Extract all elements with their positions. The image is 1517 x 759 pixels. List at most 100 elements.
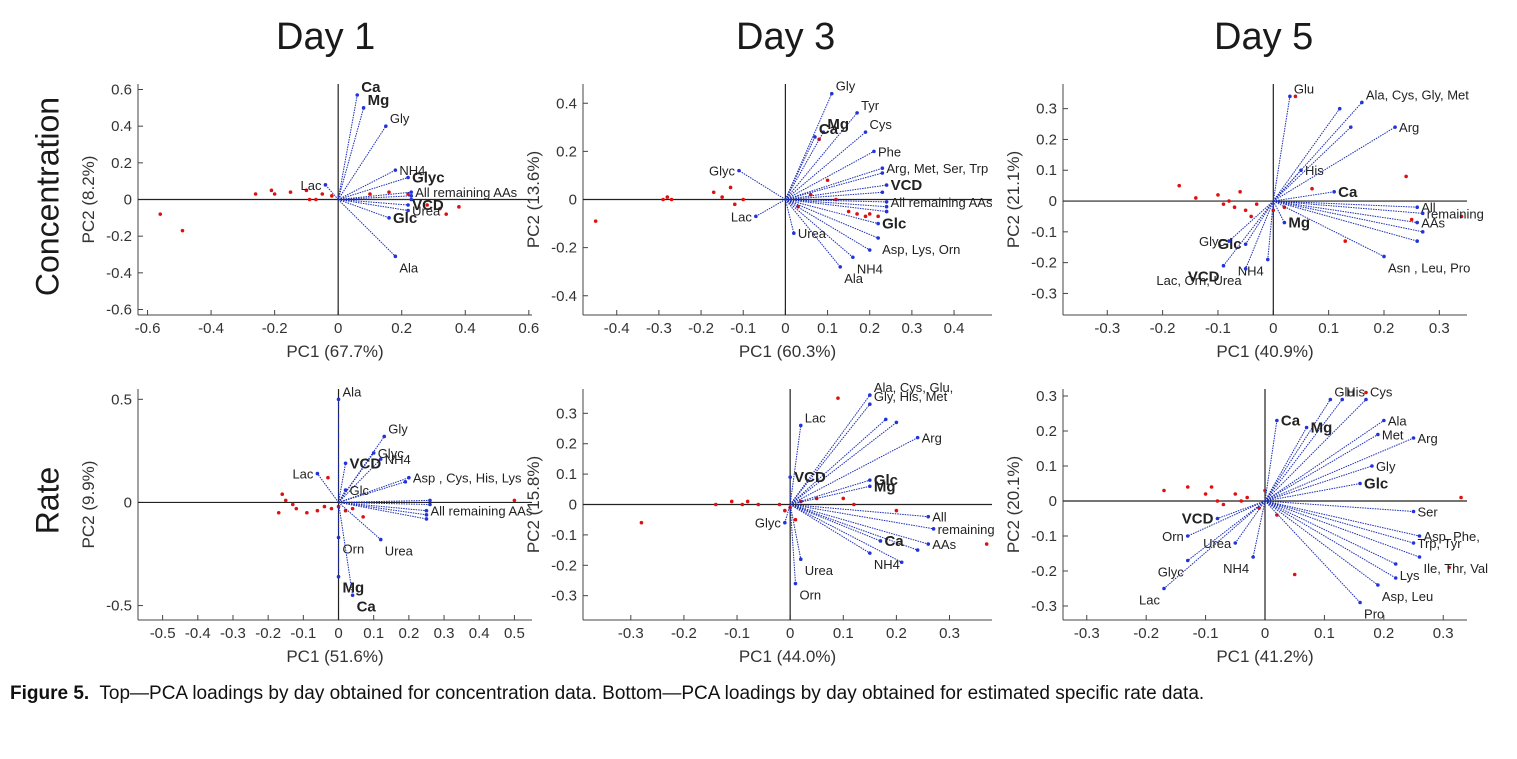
chart4-loading-tip-1 [868, 402, 872, 406]
chart5-loading-vector-2 [1264, 399, 1367, 502]
chart5-loading-vector-19 [1217, 500, 1266, 519]
chart4-loading-tip-4 [915, 435, 920, 440]
chart2-loading-tip-8 [1420, 211, 1425, 216]
chart0-ytick-label-1: -0.4 [106, 265, 132, 282]
chart5-ytick-label-1: -0.2 [1031, 563, 1057, 580]
chart5-score-point-15 [1209, 485, 1214, 489]
chart1-loading-tip-2 [863, 130, 868, 134]
chart0-loading-vector-6 [338, 195, 412, 200]
chart0-xtick-label-6: 0.6 [518, 320, 539, 337]
chart3-loading-vector-10 [338, 501, 430, 505]
chart1-score-point-2 [665, 195, 670, 199]
chart2-loading-label-12: Asn , Leu, Pro [1388, 260, 1470, 275]
chart5-loading-tip-22 [1251, 555, 1255, 559]
chart2-score-point-12 [1293, 94, 1298, 99]
chart5-score-point-9 [1275, 513, 1279, 517]
chart5-loading-vector-4 [1264, 434, 1379, 502]
chart4-score-point-9 [793, 517, 798, 522]
chart4-score-point-12 [836, 396, 840, 400]
chart2-score-point-16 [1459, 214, 1464, 219]
chart2-loading-tip-2 [1337, 106, 1342, 111]
chart5-loading-vector-8 [1264, 420, 1278, 502]
chart1-score-point-8 [741, 197, 746, 202]
chart1-loading-label-14: NH4 [857, 261, 883, 276]
chart5-loading-vector-9 [1264, 427, 1308, 502]
pca-panel-rate-day5: -0.3 -0.2 -0.1 0 0.1 0.2 0.3 -0.3 -0.2 -0.1 0 0.1 0.… [1004, 385, 1488, 667]
chart0-loading-vector-5 [338, 191, 412, 200]
chart3-loading-label-2: Glyc [378, 446, 405, 461]
chart5-loading-vector-11 [1264, 500, 1420, 537]
chart0-ytick-label-2: -0.2 [106, 228, 132, 245]
chart3-score-point-8 [329, 506, 334, 511]
chart1-loading-label-3: Phe [878, 144, 901, 159]
chart0-ytick-label-0: -0.6 [106, 302, 132, 319]
chart2-loading-vector-13 [1272, 200, 1285, 223]
chart5-score-point-13 [1447, 565, 1451, 570]
chart1-x-axis-label: PC1 (60.3%) [739, 342, 836, 361]
chart4-score-point-1 [713, 502, 718, 507]
chart2-score-point-15 [1404, 174, 1408, 179]
chart5-loading-label-9: Mg [1311, 420, 1333, 437]
chart0-ytick-label-6: 0.6 [111, 82, 132, 99]
chart2-score-point-9 [1254, 202, 1259, 206]
chart5-loading-tip-9 [1304, 425, 1309, 430]
chart1-loading-tip-4 [880, 166, 885, 171]
caption-label: Figure 5. [10, 683, 90, 704]
chart1-loading-vector-19 [755, 199, 786, 217]
chart1-loading-vector-1 [785, 112, 858, 200]
chart4-loading-vector-16 [784, 504, 791, 523]
column-title-day3: Day 3 [736, 16, 836, 58]
chart1-loading-label-16: Mg [827, 116, 849, 133]
chart5-loading-tip-17 [1358, 600, 1362, 605]
column-title-day1: Day 1 [276, 16, 376, 58]
chart1-loading-vector-18 [738, 170, 786, 200]
figure-caption: Figure 5. Top—PCA loadings by day obtain… [10, 683, 1204, 705]
chart1-y-axis-label: PC2 (13.6%) [524, 151, 543, 248]
chart1-xtick-label-1: -0.3 [646, 320, 672, 337]
chart4-loading-vector-6 [790, 479, 870, 505]
chart4-loading-label-7: Mg [874, 478, 896, 495]
row-title-concentration: Concentration [29, 96, 66, 297]
chart3-score-point-11 [350, 506, 355, 511]
chart5-loading-tip-19 [1215, 516, 1220, 521]
chart3-loading-tip-1 [382, 434, 387, 439]
chart0-loading-tip-7 [409, 197, 414, 202]
chart1-loading-vector-7 [785, 191, 883, 200]
chart4-xtick-label-3: 0 [786, 625, 794, 642]
chart3-xtick-label-2: -0.3 [220, 625, 246, 642]
chart4-loading-tip-9 [926, 514, 931, 519]
chart5-loading-tip-3 [1382, 418, 1386, 423]
chart2-xtick-label-2: -0.1 [1205, 320, 1231, 337]
chart2-loading-tip-9 [1415, 220, 1419, 225]
chart0-score-point-12 [387, 190, 391, 194]
chart4-loading-tip-13 [899, 560, 904, 565]
chart0-loading-label-10: Glc [393, 210, 417, 227]
chart4-score-point-0 [639, 520, 644, 525]
chart1-loading-vector-4 [785, 167, 883, 200]
chart4-y-axis-label: PC2 (15.8%) [524, 456, 543, 553]
chart5-loading-tip-11 [1417, 534, 1422, 538]
chart1-loading-tip-10 [884, 209, 889, 214]
chart1-loading-tip-5 [880, 171, 885, 175]
chart1-score-point-1 [661, 197, 665, 202]
chart2-loading-label-9: AAs [1421, 216, 1445, 231]
chart5-xtick-label-4: 0.1 [1314, 625, 1335, 642]
chart0-loading-label-8: VCD [412, 197, 444, 214]
chart5-loading-vector-1 [1264, 399, 1343, 502]
chart2-loading-vector-15 [1245, 200, 1274, 245]
chart2-ytick-label-5: 0.2 [1036, 131, 1057, 148]
chart3-loading-vector-11 [338, 501, 427, 512]
chart0-score-point-2 [253, 192, 258, 196]
chart1-loading-tip-9 [884, 204, 889, 209]
chart3-x-axis-label: PC1 (51.6%) [286, 647, 383, 666]
chart4-loading-label-18: Orn [799, 588, 821, 603]
chart2-score-point-8 [1249, 214, 1253, 219]
chart1-xtick-label-6: 0.2 [859, 320, 880, 337]
chart4-loading-vector-17 [789, 504, 802, 560]
caption-text: Top—PCA loadings by day obtained for con… [99, 683, 1205, 704]
chart0-score-point-5 [288, 190, 293, 194]
chart2-loading-tip-16 [1243, 267, 1248, 271]
chart3-score-point-5 [315, 508, 320, 513]
chart2-score-point-3 [1221, 202, 1226, 206]
chart4-loading-tip-15 [868, 551, 872, 555]
